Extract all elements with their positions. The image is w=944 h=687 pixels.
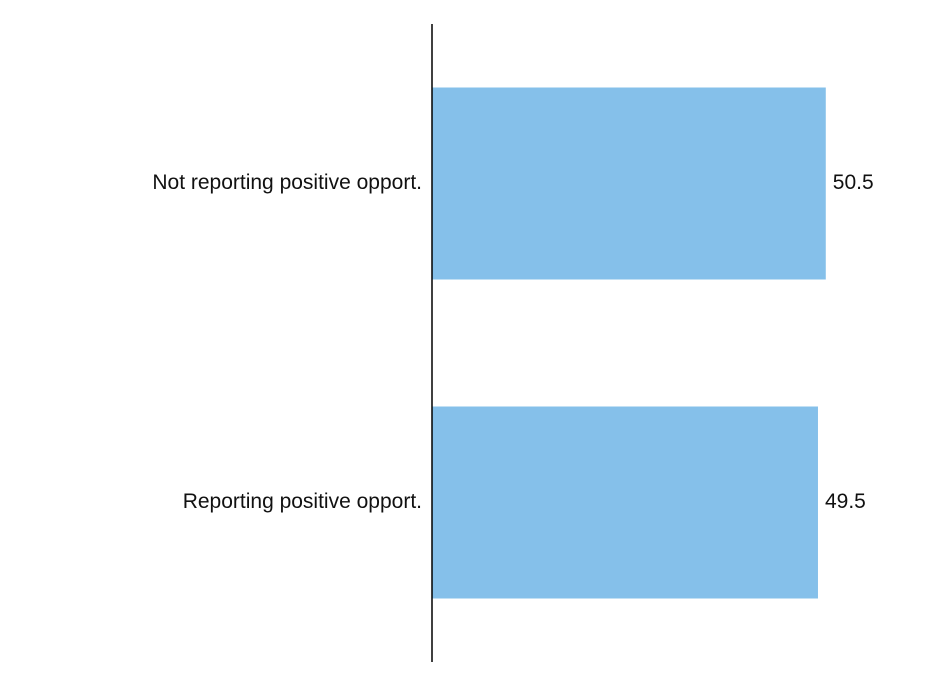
category-label-1: Not reporting positive opport. [152, 171, 422, 194]
bar-2 [432, 406, 818, 599]
value-label-1: 50.5 [833, 171, 874, 194]
category-label-2: Reporting positive opport. [183, 490, 422, 513]
labels-layer: Not reporting positive opport. 50.5 Report… [152, 171, 873, 513]
bar-1 [432, 87, 826, 280]
bars-layer [432, 87, 826, 599]
value-label-2: 49.5 [825, 490, 866, 513]
